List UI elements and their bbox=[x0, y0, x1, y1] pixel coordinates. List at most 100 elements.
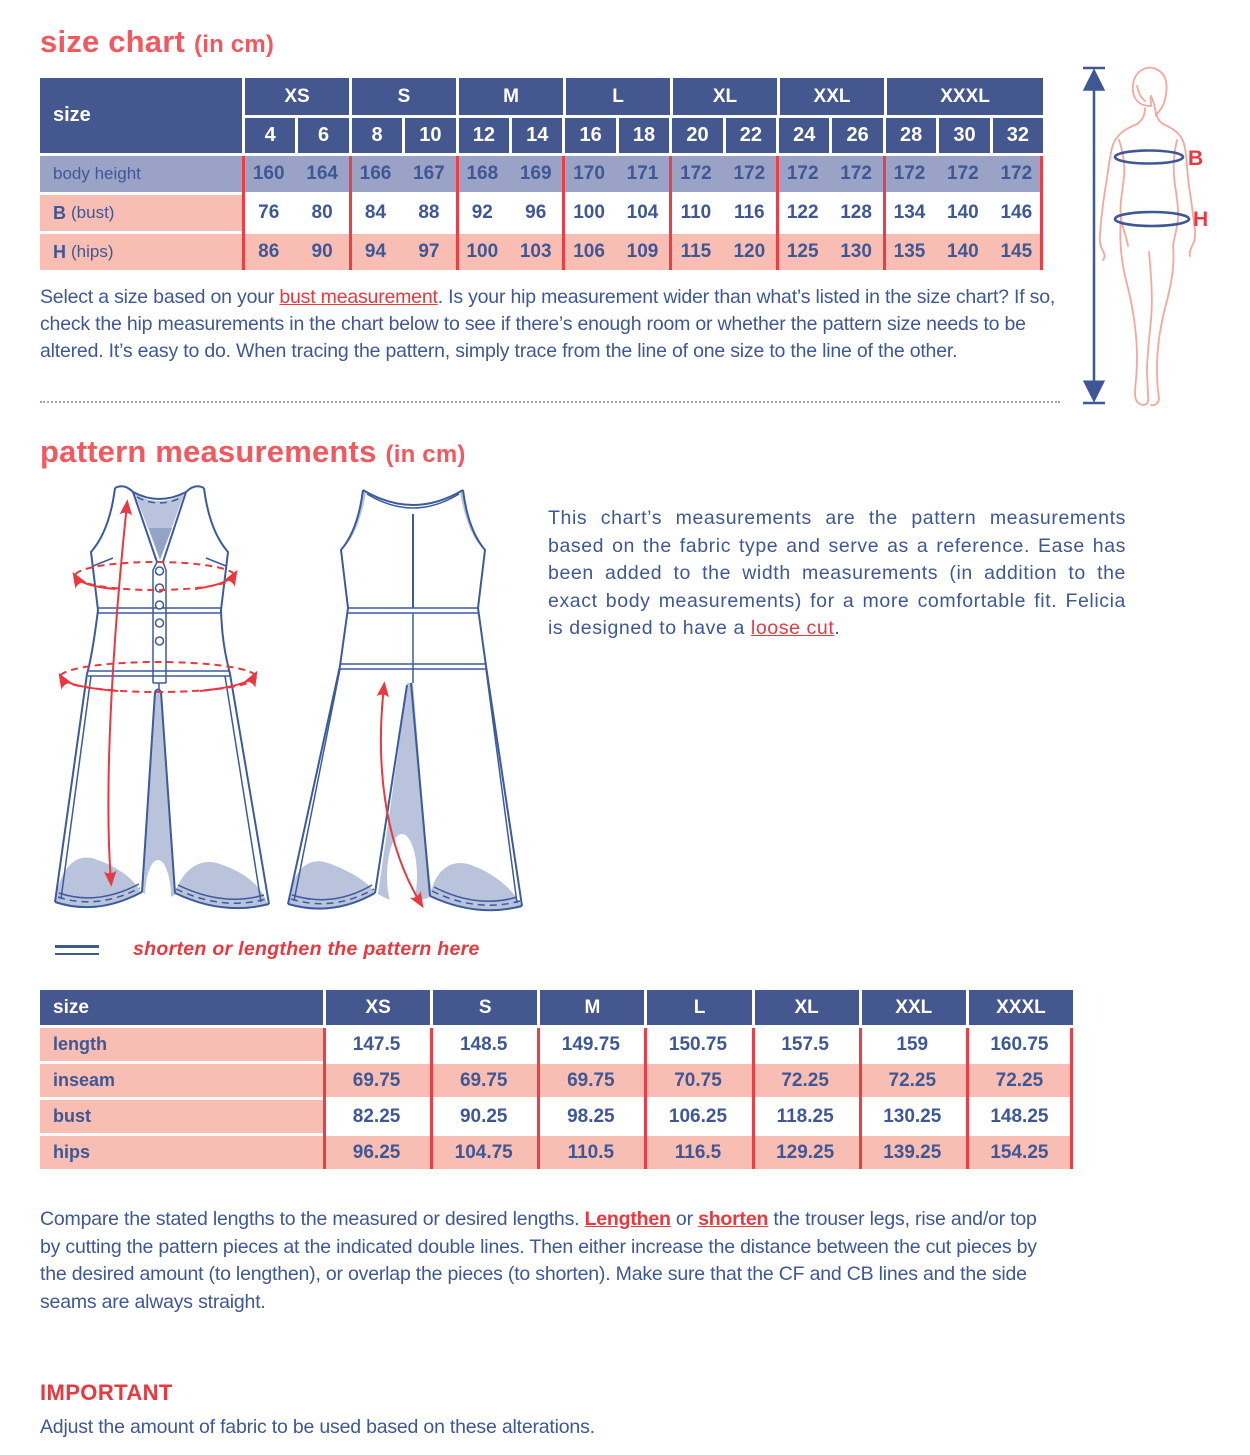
size-number-header: 26 bbox=[832, 118, 883, 153]
pattern-measurements-title-unit: (in cm) bbox=[385, 441, 466, 468]
red-separator bbox=[644, 1028, 648, 1169]
measurement-values: 86 90 94 97 100 103 106 109 115 120 125 130 135 140 14… bbox=[242, 234, 1043, 270]
inline-link[interactable]: Lengthen bbox=[584, 1208, 671, 1230]
size-group-header: M bbox=[459, 78, 563, 115]
measurement-value: 104 bbox=[626, 202, 659, 223]
red-separator bbox=[882, 156, 886, 270]
measurement-value-group: 100 104 bbox=[562, 195, 670, 231]
measurement-values: 76 80 84 88 92 96 100 104 110 116 122 128 134 140 146 bbox=[242, 195, 1043, 231]
size-number-header: 14 bbox=[512, 118, 563, 153]
measurement-value: 167 bbox=[413, 163, 445, 184]
size-selection-paragraph: Select a size based on your bust measure… bbox=[40, 284, 1080, 365]
pattern-measurement-value: 70.75 bbox=[644, 1064, 752, 1097]
measurement-value-group: 110 116 bbox=[669, 195, 776, 231]
measurement-value: 86 bbox=[258, 241, 280, 262]
measurement-value: 140 bbox=[947, 202, 979, 223]
pattern-measurements-title: pattern measurements (in cm) bbox=[40, 434, 466, 470]
red-separator bbox=[562, 156, 566, 270]
measurement-row: body height 160 164 166 167 168 169 170 171 172 17… bbox=[40, 156, 1043, 192]
pattern-measurement-value: 154.25 bbox=[965, 1136, 1073, 1169]
size-number-header: 8 bbox=[351, 118, 403, 153]
size-chart-title-unit: (in cm) bbox=[194, 31, 275, 58]
measurement-value-group: 168 169 bbox=[455, 156, 563, 192]
pattern-row-label: inseam bbox=[40, 1064, 323, 1097]
pattern-measurement-row: inseam 69.75 69.75 69.75 70.75 72.25 72.25 72.2… bbox=[40, 1064, 1073, 1097]
red-separator bbox=[965, 1028, 969, 1169]
measurement-value: 164 bbox=[306, 163, 338, 184]
measurement-value-group: 172 172 bbox=[669, 156, 776, 192]
pattern-measurements-table: size XS S M L XL XXL XXXL length 147.5 148.5 149.75… bbox=[40, 990, 1073, 1172]
measurement-row-label-text: (bust) bbox=[71, 203, 115, 222]
measurement-value-group: 115 120 bbox=[669, 234, 776, 270]
measurement-value: 80 bbox=[311, 202, 333, 223]
pattern-row-label: bust bbox=[40, 1100, 323, 1133]
fabric-adjust-paragraph: Adjust the amount of fabric to be used b… bbox=[40, 1416, 595, 1438]
inline-link[interactable]: shorten bbox=[698, 1208, 769, 1230]
measurement-value: 128 bbox=[840, 202, 872, 223]
pattern-size-header: L bbox=[647, 990, 752, 1025]
measurement-value: 88 bbox=[418, 202, 440, 223]
measurement-value: 146 bbox=[1000, 202, 1033, 223]
red-separator bbox=[858, 1028, 862, 1169]
measurement-value: 97 bbox=[418, 241, 440, 262]
size-chart-title: size chart (in cm) bbox=[40, 24, 274, 60]
inline-link[interactable]: bust measurement bbox=[279, 286, 438, 308]
measurement-value: 170 bbox=[573, 163, 605, 184]
pattern-measurement-value: 90.25 bbox=[430, 1100, 538, 1133]
measurement-value-group: 135 140 145 bbox=[882, 234, 1043, 270]
pattern-measurement-value: 160.75 bbox=[965, 1028, 1073, 1061]
pattern-measurement-row: hips 96.25 104.75 110.5 116.5 129.25 139.25 154… bbox=[40, 1136, 1073, 1169]
length-measure-arrow bbox=[103, 499, 133, 887]
red-separator bbox=[776, 156, 779, 270]
measurement-row-label-text: body height bbox=[53, 164, 141, 183]
size-group-header: XS bbox=[245, 78, 349, 115]
measurement-value-group: 86 90 bbox=[242, 234, 349, 270]
pattern-size-header: XXL bbox=[861, 990, 966, 1025]
button-icons bbox=[154, 566, 165, 646]
body-height-arrow bbox=[1082, 66, 1106, 405]
pattern-size-header: M bbox=[540, 990, 645, 1025]
pattern-measurement-value: 147.5 bbox=[323, 1028, 431, 1061]
bust-ellipse bbox=[1113, 149, 1185, 165]
pattern-measurement-value: 69.75 bbox=[537, 1064, 645, 1097]
hips-ellipse bbox=[1113, 210, 1191, 228]
red-separator bbox=[751, 1028, 755, 1169]
measurement-row-label: body height bbox=[40, 156, 242, 192]
pattern-measurements-title-text: pattern measurements bbox=[40, 434, 377, 469]
jumpsuit-back-drawing bbox=[287, 489, 523, 918]
measurement-value: 120 bbox=[733, 241, 766, 262]
measurement-value-group: 166 167 bbox=[348, 156, 456, 192]
legend-label: shorten or lengthen the pattern here bbox=[133, 938, 480, 960]
measurement-row: H (hips) 86 90 94 97 100 103 106 109 115 120 125 130 1… bbox=[40, 234, 1043, 270]
pattern-measurement-value: 157.5 bbox=[751, 1028, 859, 1061]
size-table-header: size XS S M L XL XXL XXXL 4 6 8 10 12 14 16 18 20 22 24 26 2… bbox=[40, 78, 1044, 153]
important-heading: IMPORTANT bbox=[40, 1380, 173, 1405]
red-separator bbox=[348, 156, 352, 270]
jumpsuit-technical-drawing bbox=[54, 485, 523, 933]
pattern-measurement-value: 104.75 bbox=[430, 1136, 538, 1169]
pattern-measurement-value: 148.25 bbox=[965, 1100, 1073, 1133]
pattern-measurement-value: 149.75 bbox=[537, 1028, 645, 1061]
pattern-measurement-value: 98.25 bbox=[537, 1100, 645, 1133]
woman-silhouette bbox=[1098, 66, 1196, 407]
pattern-measurement-value: 129.25 bbox=[751, 1136, 859, 1169]
measurement-value: 109 bbox=[626, 241, 659, 262]
measurement-value: 171 bbox=[626, 163, 659, 184]
measurement-value: 172 bbox=[840, 163, 872, 184]
measurement-value: 100 bbox=[466, 241, 499, 262]
pattern-row-label: length bbox=[40, 1028, 323, 1061]
pattern-measurement-value: 72.25 bbox=[965, 1064, 1073, 1097]
size-number-header: 16 bbox=[565, 118, 616, 153]
bust-label: B bbox=[1188, 147, 1203, 170]
measurement-row-label-text: (hips) bbox=[71, 242, 114, 261]
pattern-measurements-paragraph: This chart’s measurements are the patter… bbox=[548, 505, 1126, 643]
pattern-measurement-row: bust 82.25 90.25 98.25 106.25 118.25 130.25 148… bbox=[40, 1100, 1073, 1133]
inline-link[interactable]: loose cut bbox=[750, 617, 835, 639]
paragraph-text: Select a size based on your bbox=[40, 286, 280, 308]
red-separator bbox=[669, 156, 673, 270]
measurement-value: 145 bbox=[1000, 241, 1033, 262]
measurement-value: 168 bbox=[466, 163, 499, 184]
measurement-value: 172 bbox=[786, 163, 819, 184]
pattern-size-header: S bbox=[433, 990, 538, 1025]
